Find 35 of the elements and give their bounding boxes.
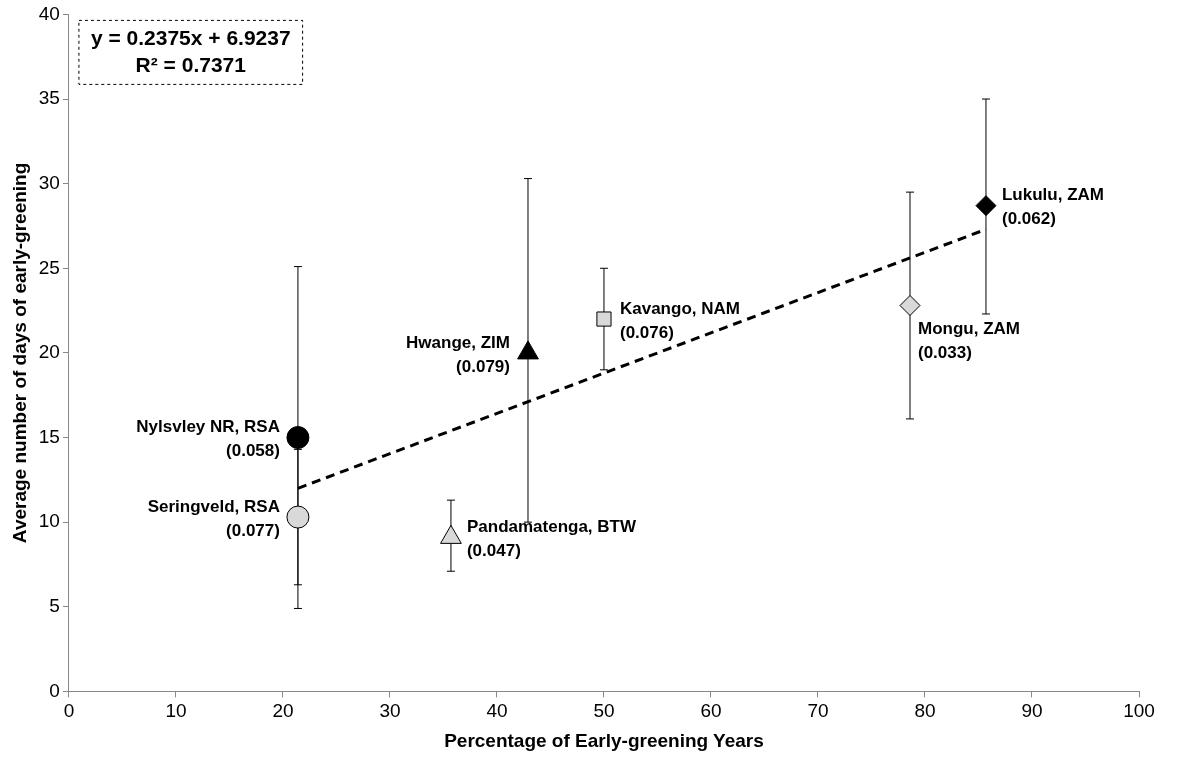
x-tick-label: 30: [379, 700, 401, 722]
point: [975, 195, 997, 217]
y-tick-label: 35: [38, 87, 60, 109]
annotation: Nylsvley NR, RSA (0.058): [136, 417, 280, 461]
x-tick-label: 50: [593, 700, 615, 722]
annotation: y = 0.2375x + 6.9237 R² = 0.7371: [90, 26, 291, 77]
y-tick-label: 5: [49, 595, 60, 617]
annotation: Hwange, ZIM (0.079): [406, 332, 510, 376]
y-tick-label: 10: [38, 510, 60, 532]
x-tick-label: 20: [272, 700, 294, 722]
x-tick-label: 10: [165, 700, 187, 722]
x-axis-title: Percentage of Early-greening Years: [444, 729, 764, 751]
x-tick-label: 100: [1123, 700, 1155, 722]
x-tick-label: 40: [486, 700, 508, 722]
y-tick-label: 25: [38, 256, 60, 278]
y-tick-label: 20: [38, 341, 60, 363]
annotation: Lukulu, ZAM (0.062): [1001, 185, 1104, 229]
y-tick-label: 40: [38, 2, 60, 24]
y-tick-label: 30: [38, 171, 60, 193]
x-tick-label: 70: [807, 700, 829, 722]
point: [596, 311, 612, 327]
point: [286, 505, 310, 529]
annotation: Mongu, ZAM (0.033): [918, 319, 1020, 363]
point: [286, 426, 310, 450]
annotation: Pandamatenga, BTW (0.047): [466, 517, 637, 561]
x-tick-label: 80: [914, 700, 936, 722]
x-tick-label: 60: [700, 700, 722, 722]
annotation: Seringveld, RSA (0.077): [147, 496, 280, 540]
x-tick-label: 90: [1021, 700, 1043, 722]
y-tick-label: 15: [38, 425, 60, 447]
point: [899, 295, 921, 317]
y-axis-title: Average number of days of early-greening: [8, 162, 30, 544]
x-tick-label: 0: [63, 700, 75, 722]
y-tick-label: 0: [49, 679, 60, 701]
annotation: Kavango, NAM (0.076): [619, 298, 740, 342]
